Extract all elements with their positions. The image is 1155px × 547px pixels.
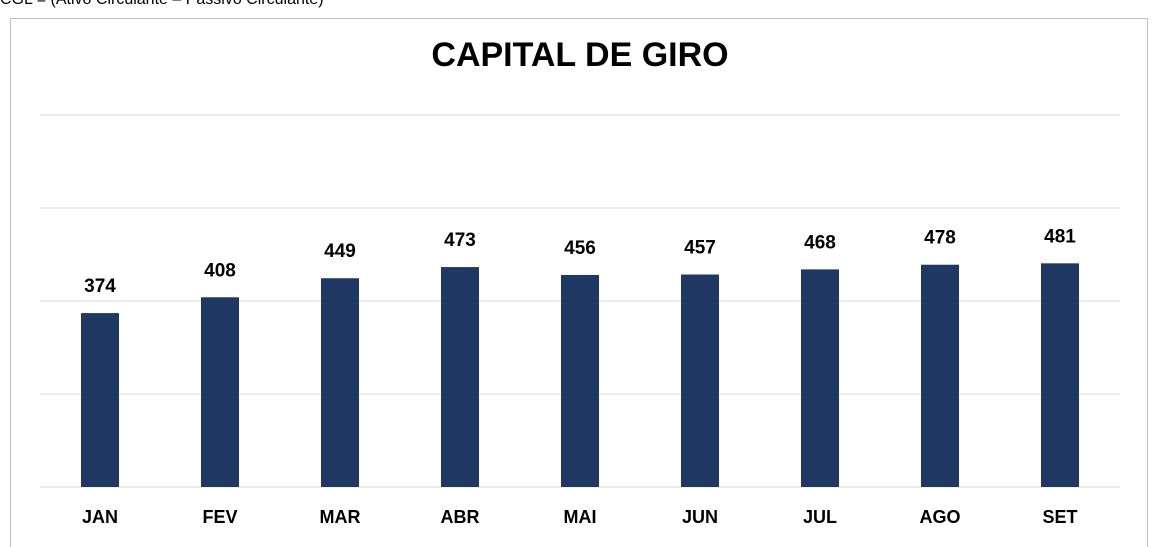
x-tick-label: JAN <box>82 507 118 527</box>
bar <box>1041 263 1079 487</box>
x-tick-label: AGO <box>919 507 960 527</box>
x-tick-label: SET <box>1042 507 1077 527</box>
bar <box>81 313 119 487</box>
x-tick-label: JUN <box>682 507 718 527</box>
x-tick-label: MAI <box>564 507 597 527</box>
bar <box>321 278 359 487</box>
x-tick-label: FEV <box>202 507 237 527</box>
bar <box>681 274 719 487</box>
data-label: 481 <box>1044 226 1076 247</box>
data-label: 478 <box>924 228 956 249</box>
data-label: 457 <box>684 238 716 259</box>
bar <box>801 269 839 487</box>
data-label: 456 <box>564 238 596 259</box>
data-label: 473 <box>444 230 476 251</box>
bar <box>441 267 479 487</box>
data-label: 468 <box>804 232 836 253</box>
x-tick-label: JUL <box>803 507 837 527</box>
x-tick-label: MAR <box>320 507 361 527</box>
chart-title: CAPITAL DE GIRO <box>431 36 728 74</box>
data-label: 408 <box>204 260 236 281</box>
bar <box>561 274 599 487</box>
bar <box>921 264 959 487</box>
x-tick-label: ABR <box>441 507 480 527</box>
data-label: 449 <box>324 241 356 262</box>
bar <box>201 297 239 487</box>
header-text: CGL = (Ativo Circulante – Passivo Circul… <box>0 0 324 9</box>
data-label: 374 <box>84 276 116 297</box>
